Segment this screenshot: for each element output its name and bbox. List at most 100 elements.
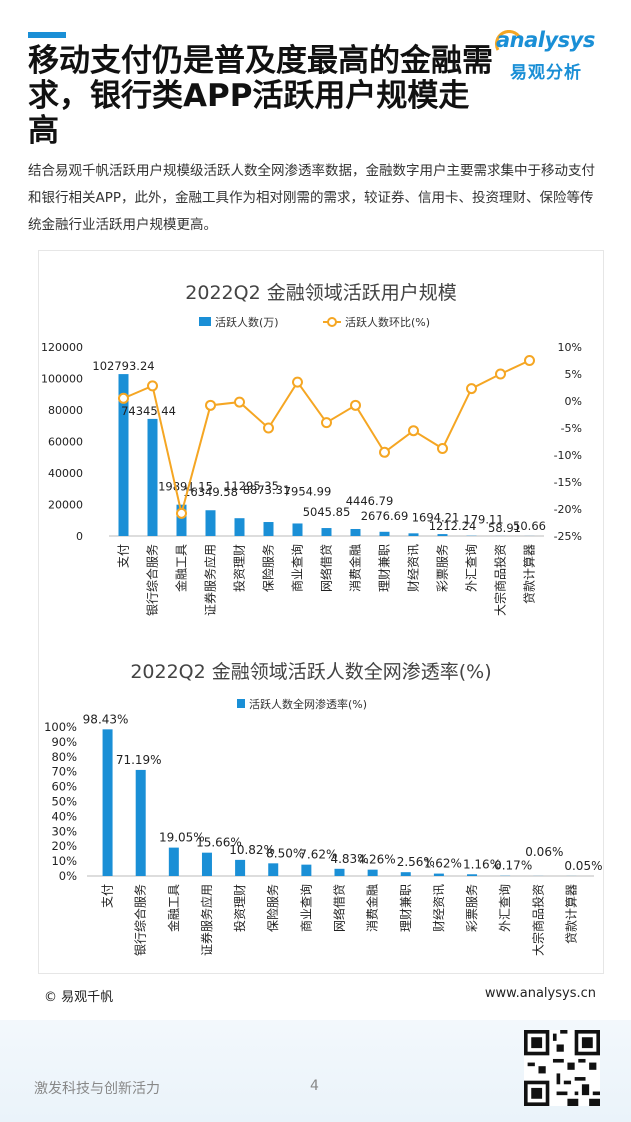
legend-bar-swatch: [237, 699, 245, 708]
y-right-tick-label: 10%: [558, 341, 582, 354]
y-right-tick-label: 0%: [565, 395, 582, 408]
line-point: [321, 417, 332, 429]
line-point: [147, 380, 158, 392]
line-point: [466, 383, 477, 395]
bar-data-label: 71.19%: [116, 753, 162, 767]
bar-data-label: 98.43%: [83, 712, 129, 726]
y-right-tick-label: 5%: [565, 368, 582, 381]
penetration-chart: 2022Q2 金融领域活跃人数全网渗透率(%) 活跃人数全网渗透率(%) 0%10%…: [44, 661, 602, 956]
line-point: [292, 376, 303, 388]
x-tick-label: 理财兼职: [399, 884, 413, 932]
bar-data-label: 1694.21: [412, 510, 460, 524]
chart1-title: 2022Q2 金融领域活跃用户规模: [185, 282, 456, 304]
analysys-logo: analysys 易观分析: [494, 28, 606, 88]
y-right-tick-label: -5%: [561, 422, 582, 435]
bar-data-label: 58.91: [488, 521, 521, 535]
x-tick-label: 外汇查询: [465, 544, 479, 592]
title-accent-bar: [28, 32, 66, 38]
y-tick-label: 10%: [51, 854, 77, 868]
bar: [102, 729, 113, 876]
logo-text-en: analysys: [496, 28, 595, 52]
line-point: [379, 446, 390, 458]
bar: [268, 863, 279, 876]
chart2-title: 2022Q2 金融领域活跃人数全网渗透率(%): [130, 661, 491, 683]
bar-data-label: 8873.31: [243, 483, 291, 497]
bar-data-label: 10.82%: [229, 843, 275, 857]
bar-data-label: 7.62%: [299, 848, 337, 862]
y-right-tick-label: -10%: [554, 449, 582, 462]
bar-data-label: 4.26%: [358, 853, 396, 867]
bar: [437, 534, 448, 536]
line-point: [350, 399, 361, 411]
website-link[interactable]: www.analysys.cn: [484, 986, 596, 1001]
y-left-tick-label: 60000: [48, 436, 83, 449]
bar-data-label: 2.56%: [397, 855, 435, 869]
x-tick-label: 网络借贷: [332, 884, 347, 932]
x-tick-label: 理财兼职: [378, 544, 392, 592]
bar: [408, 533, 419, 536]
x-tick-label: 财经资讯: [407, 544, 421, 592]
y-tick-label: 80%: [51, 750, 77, 764]
x-tick-label: 彩票服务: [464, 884, 479, 932]
logo-arc-icon: [494, 30, 522, 51]
page-title: 移动支付仍是普及度最高的金融需求，银行类APP活跃用户规模走高: [28, 43, 493, 149]
bar: [321, 528, 332, 536]
line-point: [263, 422, 274, 434]
legend-bar-swatch: [199, 317, 211, 326]
page-number: 4: [310, 1078, 319, 1094]
line-point: [408, 425, 419, 437]
y-tick-label: 60%: [51, 780, 77, 794]
chart-footer: © 易观千帆 www.analysys.cn: [38, 972, 602, 1016]
y-left-tick-label: 20000: [48, 499, 83, 512]
bar: [334, 868, 345, 876]
x-tick-label: 投资理财: [232, 544, 247, 592]
bar: [234, 518, 245, 536]
bar: [118, 374, 129, 536]
bar: [350, 528, 361, 536]
x-tick-label: 金融工具: [166, 884, 181, 932]
y-right-tick-label: -20%: [554, 503, 582, 516]
line-point: [524, 355, 535, 366]
bar-data-label: 0.05%: [564, 859, 602, 873]
x-tick-label: 支付: [101, 884, 115, 908]
slogan: 激发科技与创新活力: [34, 1081, 160, 1097]
x-tick-label: 财经资讯: [432, 884, 446, 932]
bar: [176, 504, 187, 536]
chart-frame: 2022Q2 金融领域活跃用户规模 活跃人数(万) 活跃人数环比(%) 0 20000 4…: [38, 250, 604, 974]
bar-data-label: 5045.85: [303, 505, 351, 519]
x-tick-label: 消费金融: [348, 544, 363, 592]
bar-data-label: 179.11: [463, 513, 503, 527]
x-tick-label: 消费金融: [365, 884, 380, 932]
bar-data-label: 4.83%: [330, 852, 368, 866]
source-label: © 易观千帆: [44, 990, 114, 1005]
x-tick-label: 网络借贷: [319, 544, 334, 592]
x-tick-label: 投资理财: [232, 884, 247, 932]
bar: [467, 874, 478, 876]
y-tick-label: 70%: [51, 765, 77, 779]
bar-data-label: 0.17%: [494, 859, 532, 873]
line-point: [118, 392, 129, 404]
x-tick-label: 保险服务: [265, 884, 280, 932]
bar: [168, 847, 179, 876]
bar-data-label: 2676.69: [361, 509, 409, 523]
y-tick-label: 20%: [51, 839, 77, 853]
legend-line-label: 活跃人数环比(%): [345, 315, 430, 329]
y-tick-label: 90%: [51, 735, 77, 749]
x-tick-label: 大宗商品投资: [530, 884, 545, 956]
y-tick-label: 50%: [51, 795, 77, 809]
x-tick-label: 金融工具: [174, 544, 189, 592]
bar: [205, 510, 216, 536]
bar-data-label: 1.62%: [424, 857, 462, 871]
x-tick-label: 银行综合服务: [145, 544, 160, 616]
bar-data-label: 19.05%: [159, 831, 205, 845]
line-point: [437, 443, 448, 455]
y-tick-label: 40%: [51, 809, 77, 823]
bar-data-label: 11295.35: [224, 479, 279, 493]
line-point: [495, 368, 506, 380]
bar: [400, 872, 411, 876]
bar-data-label: 7954.99: [284, 484, 332, 498]
qr-code-icon[interactable]: [524, 1030, 600, 1106]
bar: [263, 522, 274, 536]
bar-data-label: 0.06%: [525, 845, 563, 859]
bar-data-label: 8.50%: [266, 846, 304, 860]
